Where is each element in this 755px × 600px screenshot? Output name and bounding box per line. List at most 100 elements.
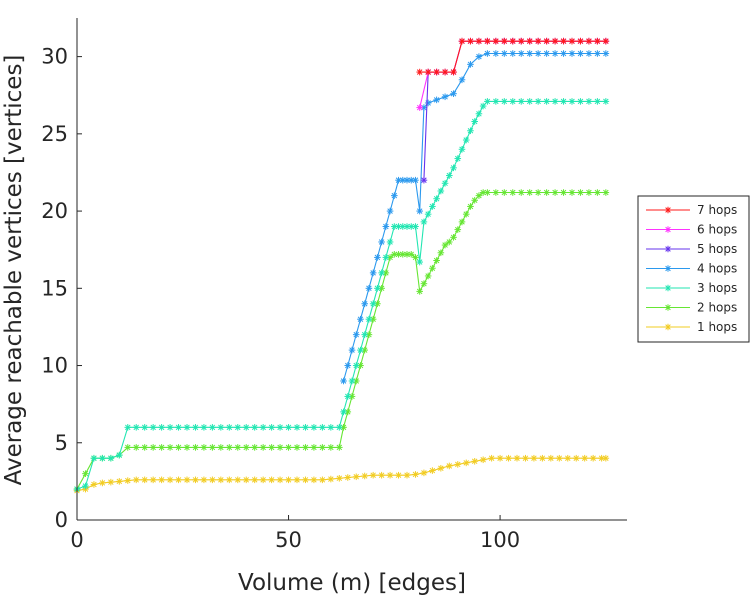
data-point: [458, 76, 466, 84]
data-point: [551, 98, 559, 105]
data-point: [594, 37, 601, 45]
y-tick-label: 30: [41, 45, 68, 69]
data-point: [509, 50, 517, 57]
series-line-4-hops: [342, 52, 606, 382]
data-point: [365, 315, 373, 323]
legend-label: 1 hops: [697, 320, 737, 334]
data-point: [149, 444, 157, 451]
x-axis-label: Volume (m) [edges]: [238, 570, 466, 596]
data-point: [420, 280, 428, 287]
data-point: [124, 477, 132, 484]
data-point: [437, 249, 445, 257]
data-point: [594, 98, 601, 105]
data-point: [577, 37, 584, 45]
data-point: [517, 189, 525, 196]
data-point: [492, 50, 500, 57]
data-point: [310, 444, 318, 451]
data-point: [407, 223, 415, 230]
data-point: [158, 476, 165, 484]
data-point: [369, 300, 377, 308]
data-point: [374, 300, 381, 308]
data-point: [361, 472, 368, 480]
data-point: [526, 98, 533, 105]
legend-label: 3 hops: [697, 281, 737, 295]
data-point: [564, 454, 572, 462]
data-point: [166, 424, 174, 431]
data-point: [441, 241, 449, 249]
data-point: [471, 458, 478, 465]
data-point: [382, 254, 390, 261]
data-point: [183, 444, 191, 451]
data-point: [534, 98, 542, 105]
data-point: [352, 473, 360, 481]
data-point: [412, 223, 419, 230]
x-tick-label: 100: [480, 528, 520, 552]
data-point: [259, 424, 267, 431]
data-point: [382, 223, 390, 230]
data-point: [441, 179, 449, 187]
data-point: [399, 251, 407, 258]
data-point: [568, 189, 576, 196]
data-point: [403, 176, 411, 184]
data-point: [344, 393, 352, 400]
data-point: [501, 98, 508, 105]
data-point: [124, 444, 132, 451]
legend-entry: 7 hops: [646, 203, 737, 217]
data-point: [116, 478, 123, 485]
data-point: [484, 50, 491, 57]
data-point: [386, 254, 394, 261]
data-point: [479, 102, 487, 110]
data-point: [217, 424, 225, 431]
data-point: [141, 476, 148, 484]
data-point: [526, 50, 533, 57]
data-point: [192, 424, 199, 431]
data-point: [450, 68, 457, 76]
data-point: [492, 189, 500, 196]
data-point: [577, 50, 584, 57]
data-point: [501, 37, 508, 45]
y-axis-label: Average reachable vertices [vertices]: [1, 55, 27, 486]
data-point: [183, 476, 191, 484]
data-point: [433, 96, 440, 104]
data-point: [259, 444, 267, 451]
data-point: [602, 37, 610, 45]
data-point: [259, 476, 267, 484]
data-point: [543, 50, 550, 57]
data-point: [310, 476, 318, 484]
data-point: [348, 377, 356, 385]
data-point: [416, 104, 423, 111]
data-point: [433, 257, 440, 264]
y-tick-label: 15: [41, 276, 68, 300]
data-point: [492, 37, 500, 45]
data-point: [166, 476, 174, 484]
data-point: [226, 424, 233, 431]
data-point: [378, 471, 385, 479]
data-point: [149, 476, 157, 484]
data-point: [132, 444, 140, 451]
data-point: [560, 189, 567, 196]
data-point: [543, 37, 550, 45]
series-5-hops: [420, 37, 610, 184]
data-point: [344, 362, 352, 369]
plot-area: 0 50 100 0 5 10 15 20 25 30: [41, 18, 627, 552]
data-point: [217, 476, 225, 484]
data-point: [589, 454, 597, 462]
legend-marker: [664, 245, 672, 253]
data-point: [192, 476, 199, 484]
data-point: [285, 444, 292, 451]
data-point: [175, 424, 182, 431]
legend-label: 4 hops: [697, 262, 737, 276]
data-point: [467, 203, 474, 210]
y-tick-label: 25: [41, 122, 68, 146]
data-point: [543, 189, 550, 196]
data-point: [336, 424, 343, 431]
data-point: [310, 424, 318, 431]
data-point: [340, 408, 347, 416]
data-point: [420, 218, 428, 226]
data-point: [412, 254, 419, 261]
series-line-3-hops: [76, 100, 606, 490]
data-point: [429, 203, 436, 210]
data-point: [200, 444, 208, 451]
data-point: [344, 474, 352, 481]
data-point: [357, 315, 364, 323]
